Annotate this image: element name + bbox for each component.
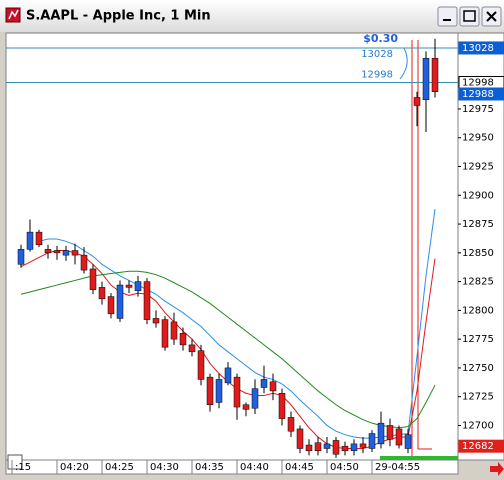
candle-body [170,321,178,340]
candle-body [377,422,385,445]
candle-body [413,97,421,106]
candle-body [17,249,25,265]
candle-body [341,445,349,452]
x-tick-label: 04:25 [105,462,134,473]
window-title: S.AAPL - Apple Inc, 1 Min [26,9,211,24]
candle-body [134,281,142,292]
y-tick-label: 12950 [462,133,494,144]
candle-body [44,249,52,254]
time-axis [5,459,459,475]
x-tick-label: 04:30 [150,462,179,473]
price-line-label: 13028 [361,49,393,60]
minimize-button[interactable] [437,6,458,27]
status-bar [380,456,458,460]
y-tick-label: 12725 [462,392,494,403]
chart: 12700 12725 12750 12775 12800 12825 12850 12875… [6,32,504,474]
price-marker-label: 12988 [462,89,494,100]
y-tick-label: 12850 [462,248,494,259]
candle-body [404,434,412,449]
app-icon-glyph [8,9,19,20]
candle-body [305,444,313,452]
close-glyph [486,11,497,22]
x-tick-label: 04:35 [195,462,224,473]
candle-body [233,376,241,408]
candle-body [395,428,403,446]
candle-body [269,381,277,392]
x-tick-label: 29-04:55 [375,462,420,473]
candle-body [89,268,97,290]
candle-body [35,231,43,246]
window-buttons [437,6,502,27]
y-tick-label: 12975 [462,104,494,115]
candle-body [431,58,439,92]
candle-body [116,284,124,319]
x-tick-label: 04:20 [60,462,89,473]
x-tick-label: 04:40 [240,462,269,473]
candle-body [242,404,250,410]
candle-body [62,250,70,256]
price-marker-label: 13028 [462,43,494,54]
price-marker-label: 12682 [462,441,494,452]
candle-body [197,350,205,380]
candle-body [386,425,394,440]
candle-body [206,376,214,406]
candle-body [26,231,34,250]
spread-label: $0.30 [363,32,398,45]
y-tick-label: 12875 [462,219,494,230]
y-tick-label: 12775 [462,334,494,345]
candle-body [251,388,259,409]
candle-body [287,417,295,432]
candle-body [107,296,115,315]
price-marker-label: 12998 [462,77,494,88]
maximize-button[interactable] [459,6,480,27]
candle-body [152,318,160,324]
price-line-label: 12998 [361,69,393,80]
candle-body [260,379,268,388]
candle-body [422,58,430,101]
candle-body [368,433,376,449]
candle-body [125,284,133,288]
scroll-arrow[interactable] [490,462,504,476]
x-tick-label: 04:45 [285,462,314,473]
y-tick-label: 12750 [462,363,494,374]
candle-body [314,442,322,452]
price-marker [458,439,504,453]
y-tick-label: 12700 [462,420,494,431]
candle-body [53,250,61,254]
candle-body [161,319,169,348]
candle-body [296,428,304,449]
candle-body [350,443,358,452]
y-tick-label: 12925 [462,162,494,173]
x-tick-label: :15 [15,462,31,473]
price-marker [458,41,504,55]
candle-body [359,443,367,448]
candle-body [179,333,187,346]
x-tick-label: 04:50 [330,462,359,473]
price-axis [457,32,504,461]
candle-body [71,250,79,256]
candle-body [98,287,106,300]
maximize-glyph [463,10,476,22]
candle-body [143,281,151,320]
candle-body [278,392,286,419]
y-tick-label: 12800 [462,305,494,316]
candle-body [80,254,88,271]
candle-body [224,367,232,384]
candle-body [188,344,196,353]
candle-body [332,440,340,455]
title-bar [0,0,504,32]
y-tick-label: 12825 [462,277,494,288]
price-marker [458,87,504,101]
spread-bracket [399,47,408,80]
y-tick-label: 12900 [462,190,494,201]
plot-area [5,32,459,461]
candle-body [215,379,223,403]
candle-body [323,443,331,449]
